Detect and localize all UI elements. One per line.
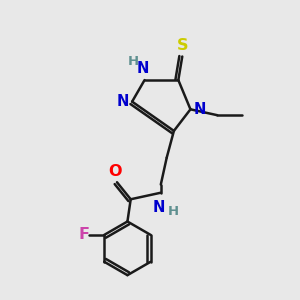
Text: H: H [128,55,139,68]
Text: N: N [194,102,206,117]
Text: F: F [78,227,89,242]
Text: H: H [167,205,178,218]
Text: S: S [176,38,188,53]
Text: O: O [109,164,122,179]
Text: N: N [153,200,165,215]
Text: N: N [137,61,149,76]
Text: N: N [117,94,129,109]
